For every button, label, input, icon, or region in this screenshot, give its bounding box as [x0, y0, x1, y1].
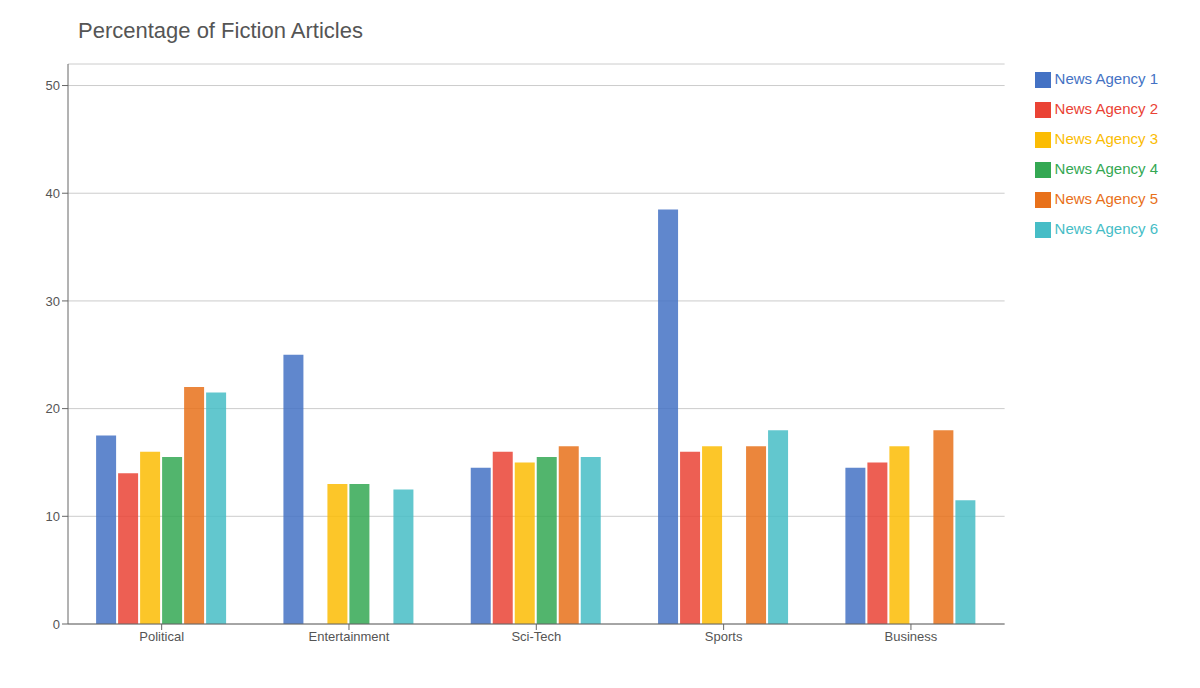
svg-text:0: 0: [53, 617, 60, 632]
svg-text:Sci-Tech: Sci-Tech: [511, 629, 561, 644]
html-text:News Agency 2: News Agency 2: [1054, 100, 1158, 117]
html-text:News Agency 6: News Agency 6: [1054, 220, 1158, 237]
html-text:News Agency 1: News Agency 1: [1054, 70, 1158, 87]
svg-text:30: 30: [46, 294, 60, 309]
svg-text:20: 20: [46, 401, 60, 416]
html-text:News Agency 3: News Agency 3: [1054, 130, 1158, 147]
svg-text:40: 40: [46, 186, 60, 201]
html-text:Percentage of Fiction Articles: Percentage of Fiction Articles: [78, 18, 363, 43]
html-text:News Agency 4: News Agency 4: [1054, 160, 1158, 177]
svg-text:50: 50: [46, 78, 60, 93]
svg-text:Business: Business: [885, 629, 938, 644]
svg-text:Entertainment: Entertainment: [309, 629, 390, 644]
svg-text:Political: Political: [139, 629, 184, 644]
html-text:News Agency 5: News Agency 5: [1054, 190, 1158, 207]
svg-text:Sports: Sports: [705, 629, 743, 644]
svg-text:10: 10: [46, 509, 60, 524]
